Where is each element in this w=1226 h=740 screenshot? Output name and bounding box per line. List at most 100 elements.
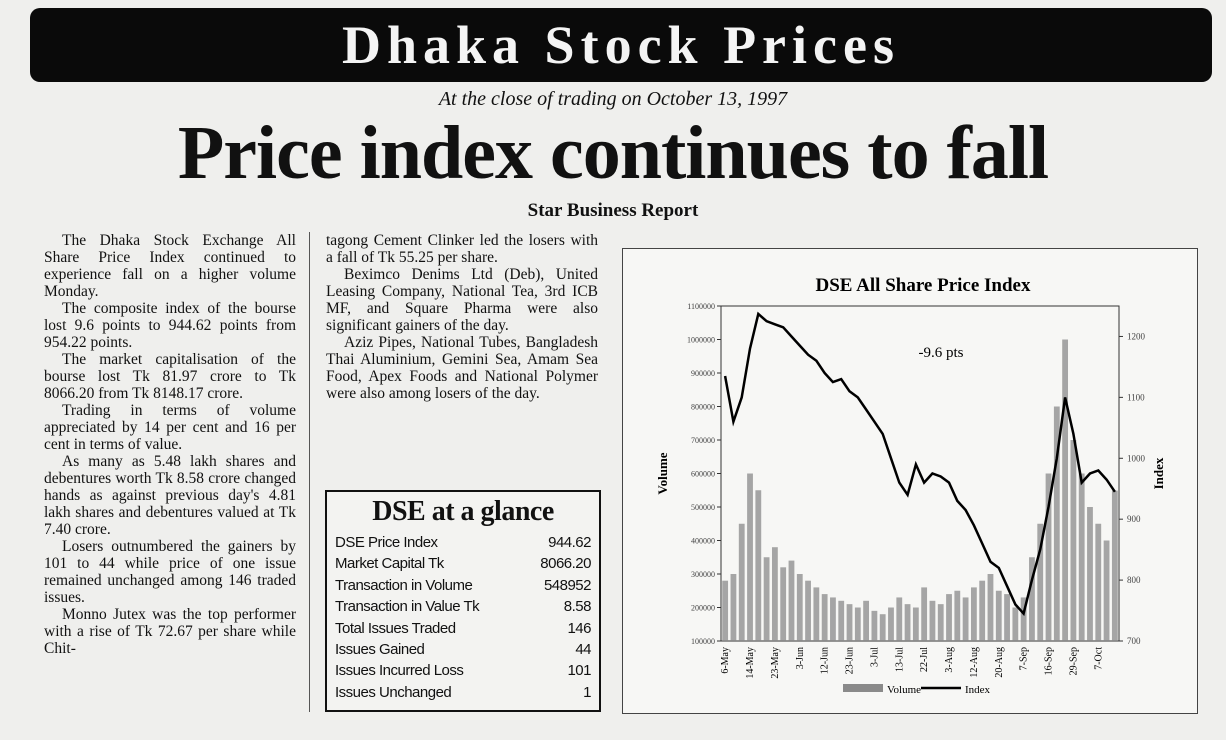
y2-axis-label: Index: [1151, 457, 1166, 489]
volume-bar: [747, 473, 753, 641]
volume-bar: [1053, 406, 1060, 641]
glance-label: Issues Incurred Loss: [335, 662, 464, 680]
volume-bar: [929, 600, 936, 641]
glance-label: DSE Price Index: [335, 534, 438, 551]
volume-bar: [805, 580, 811, 641]
volume-bar: [1045, 473, 1052, 641]
volume-bar: [854, 607, 861, 641]
y-tick-label: 400000: [691, 537, 715, 546]
glance-value: 101: [567, 662, 591, 680]
glance-value: 1: [583, 683, 591, 701]
volume-bar: [821, 594, 828, 641]
volume-bar: [1004, 594, 1010, 641]
chart-box: DSE All Share Price Index 100000 200000 300…: [622, 248, 1198, 714]
y-tick-label: 500000: [691, 503, 715, 512]
y-tick-label: 1100000: [687, 302, 715, 311]
volume-bar: [780, 567, 787, 641]
annotation: -9.6 pts: [919, 345, 964, 361]
x-tick-label: 22-Jul: [919, 647, 930, 672]
article-column: The Dhaka Stock Exchange All Share Price…: [44, 232, 296, 657]
volume-bar: [1020, 597, 1027, 641]
volume-bar: [946, 594, 952, 641]
y2-tick-label: 1000: [1127, 453, 1146, 463]
glance-row: Issues Incurred Loss 101: [327, 660, 599, 681]
article-column: tagong Cement Clinker led the losers wit…: [326, 232, 598, 402]
legend-swatch: [843, 684, 883, 692]
x-tick-label: 3-Jul: [869, 647, 880, 667]
x-tick-label: 7-Oct: [1093, 647, 1104, 670]
volume-bar: [813, 587, 820, 641]
volume-bar: [1012, 607, 1019, 641]
volume-bar: [846, 604, 853, 641]
volume-bar: [763, 557, 770, 641]
headline: Price index continues to fall: [177, 111, 1049, 195]
volume-bar: [1037, 523, 1044, 641]
volume-bar: [970, 587, 977, 641]
volume-bar: [1095, 523, 1102, 641]
x-tick-label: 12-Aug: [969, 647, 980, 678]
chart-title: DSE All Share Price Index: [816, 275, 1031, 296]
glance-row: Transaction in Value Tk 8.58: [327, 596, 599, 617]
y-tick-label: 100000: [691, 637, 715, 646]
paragraph: The composite index of the bourse lost 9…: [44, 300, 296, 351]
y2-tick-label: 1100: [1127, 392, 1145, 402]
y2-tick-label: 900: [1127, 514, 1141, 524]
paragraph: Monno Jutex was the top performer with a…: [44, 606, 296, 657]
y2-tick-label: 1200: [1127, 331, 1146, 341]
x-tick-label: 20-Aug: [994, 647, 1005, 678]
glance-title: DSE at a glance: [372, 496, 554, 527]
paragraph: Beximco Denims Ltd (Deb), United Leasing…: [326, 266, 598, 334]
paragraph: The Dhaka Stock Exchange All Share Price…: [44, 232, 296, 300]
legend-label: Index: [965, 684, 991, 696]
volume-bar: [896, 597, 903, 641]
volume-bar: [962, 597, 969, 641]
volume-bar: [1103, 540, 1110, 641]
y-tick-label: 900000: [691, 369, 715, 378]
volume-bar: [954, 590, 961, 641]
glance-row: DSE Price Index 944.62: [327, 532, 599, 553]
glance-value: 44: [575, 641, 591, 659]
glance-value: 944.62: [548, 534, 591, 551]
volume-bar: [1111, 490, 1118, 641]
y-tick-label: 800000: [691, 403, 715, 412]
volume-bar: [1062, 339, 1069, 641]
paragraph: As many as 5.48 lakh shares and debentur…: [44, 453, 296, 538]
glance-label: Market Capital Tk: [335, 555, 444, 573]
glance-row: Issues Unchanged 1: [327, 682, 599, 703]
paragraph: The market capitalisation of the bourse …: [44, 351, 296, 402]
volume-bar: [722, 580, 729, 641]
x-tick-label: 23-May: [770, 647, 781, 679]
chart: DSE All Share Price Index 100000 200000 300…: [655, 275, 1166, 696]
glance-value: 146: [567, 619, 591, 637]
volume-bar: [863, 600, 870, 641]
volume-bar: [979, 580, 986, 641]
volume-bar: [738, 523, 745, 641]
x-tick-label: 7-Sep: [1019, 647, 1030, 670]
glance-label: Transaction in Value Tk: [335, 598, 480, 616]
paragraph: Losers outnumbered the gainers by 101 to…: [44, 538, 296, 606]
volume-bar: [1078, 473, 1085, 641]
x-tick-label: 16-Sep: [1044, 647, 1055, 675]
volume-bar: [912, 607, 919, 641]
y-tick-label: 600000: [691, 470, 715, 479]
legend-label: Volume: [887, 684, 921, 696]
glance-box: DSE at a glance DSE Price Index 944.62 Mar…: [325, 490, 601, 712]
banner: Dhaka Stock Prices: [30, 8, 1212, 82]
glance-value: 548952: [543, 576, 592, 594]
x-tick-label: 6-May: [720, 647, 731, 674]
glance-row: Market Capital Tk 8066.20: [327, 553, 599, 574]
paragraph: Trading in terms of volume appreciated b…: [44, 402, 296, 453]
volume-bar: [730, 574, 737, 641]
volume-bar: [904, 604, 911, 641]
y-axis-label: Volume: [655, 452, 670, 494]
x-tick-label: 12-Jun: [820, 647, 831, 674]
y-tick-label: 1000000: [687, 336, 715, 345]
volume-bar: [830, 597, 836, 641]
glance-label: Issues Gained: [335, 641, 425, 659]
y2-tick-label: 700: [1127, 636, 1141, 646]
volume-bar: [871, 610, 878, 641]
y2-tick-label: 800: [1127, 575, 1141, 585]
volume-bar: [838, 600, 845, 641]
volume-bar: [987, 574, 994, 641]
